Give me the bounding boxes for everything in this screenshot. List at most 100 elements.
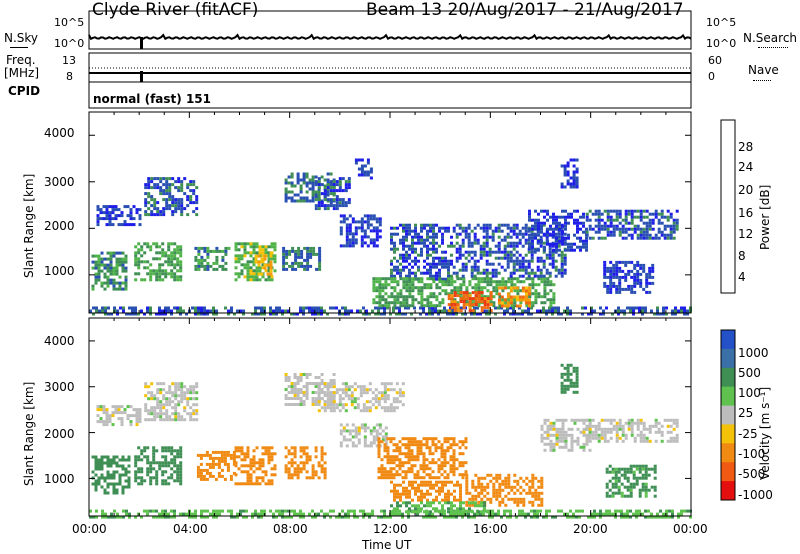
data-cell	[345, 226, 349, 230]
data-cell	[168, 183, 172, 187]
data-cell	[452, 461, 456, 465]
data-cell	[263, 306, 266, 310]
data-cell	[246, 278, 250, 282]
data-cell	[345, 429, 349, 433]
data-cell	[399, 504, 402, 508]
data-cell	[224, 252, 228, 256]
data-cell	[560, 312, 563, 316]
data-cell	[423, 265, 426, 269]
data-cell	[396, 268, 399, 272]
data-cell	[521, 312, 524, 316]
data-cell	[474, 497, 478, 501]
data-cell	[497, 301, 501, 305]
data-cell	[441, 277, 444, 281]
data-cell	[311, 196, 315, 200]
data-cell	[408, 283, 412, 287]
data-cell	[363, 423, 367, 427]
data-cell	[423, 495, 426, 499]
data-cell	[380, 391, 384, 395]
data-cell	[450, 244, 453, 248]
data-cell	[672, 227, 676, 231]
xtick: 00:00	[72, 522, 107, 536]
data-cell	[539, 268, 543, 272]
data-cell	[546, 430, 550, 434]
data-cell	[338, 201, 342, 205]
data-cell	[179, 446, 183, 450]
data-cell	[437, 467, 441, 471]
data-cell	[383, 515, 386, 519]
data-cell	[485, 241, 489, 245]
data-cell	[383, 509, 386, 513]
data-cell	[134, 479, 138, 483]
data-cell	[533, 512, 536, 516]
data-cell	[495, 286, 499, 290]
data-cell	[467, 223, 471, 227]
data-cell	[444, 501, 447, 505]
data-cell	[399, 268, 402, 272]
data-cell	[347, 309, 350, 313]
data-cell	[372, 238, 376, 242]
data-cell	[308, 455, 312, 459]
data-cell	[320, 509, 323, 513]
data-cell	[582, 215, 585, 219]
data-cell	[444, 256, 447, 260]
data-cell	[524, 226, 528, 230]
data-cell	[500, 238, 504, 242]
data-cell	[540, 280, 544, 284]
data-cell	[563, 256, 567, 260]
data-cell	[159, 186, 163, 190]
data-cell	[261, 263, 265, 267]
data-cell	[106, 482, 110, 486]
data-cell	[123, 223, 127, 227]
data-cell	[503, 235, 507, 239]
data-cell	[332, 391, 336, 395]
data-cell	[345, 223, 349, 227]
data-cell	[464, 440, 468, 444]
data-cell	[570, 427, 574, 431]
data-cell	[512, 262, 516, 266]
data-cell	[104, 512, 107, 516]
data-cell	[183, 394, 187, 398]
data-cell	[459, 498, 462, 502]
data-cell	[97, 260, 101, 264]
data-cell	[548, 250, 552, 254]
data-cell	[578, 509, 581, 513]
data-cell	[429, 235, 432, 239]
data-cell	[296, 473, 300, 477]
data-cell	[212, 512, 215, 516]
data-cell	[110, 312, 113, 316]
data-cell	[546, 233, 549, 237]
data-cell	[329, 406, 333, 410]
data-cell	[423, 286, 427, 290]
data-cell	[408, 501, 411, 505]
data-cell	[299, 187, 303, 191]
data-cell	[399, 498, 402, 502]
data-cell	[255, 242, 259, 246]
data-cell	[363, 170, 367, 174]
data-cell	[126, 405, 130, 409]
data-cell	[192, 183, 196, 187]
data-cell	[536, 265, 540, 269]
data-cell	[234, 455, 238, 459]
data-cell	[419, 452, 423, 456]
data-cell	[506, 309, 509, 313]
data-cell	[179, 449, 183, 453]
data-cell	[585, 230, 589, 234]
data-cell	[483, 306, 487, 310]
data-cell	[531, 301, 535, 305]
data-cell	[146, 272, 150, 276]
data-cell	[214, 456, 218, 460]
data-cell	[402, 283, 406, 287]
data-cell	[549, 442, 553, 446]
data-cell	[102, 423, 106, 427]
data-cell	[617, 306, 620, 310]
data-cell	[560, 164, 564, 168]
data-cell	[284, 196, 288, 200]
data-cell	[399, 304, 403, 308]
data-cell	[252, 482, 256, 486]
data-cell	[585, 227, 588, 231]
data-cell	[549, 439, 553, 443]
data-cell	[636, 236, 640, 240]
data-cell	[173, 479, 177, 483]
data-cell	[405, 489, 408, 493]
